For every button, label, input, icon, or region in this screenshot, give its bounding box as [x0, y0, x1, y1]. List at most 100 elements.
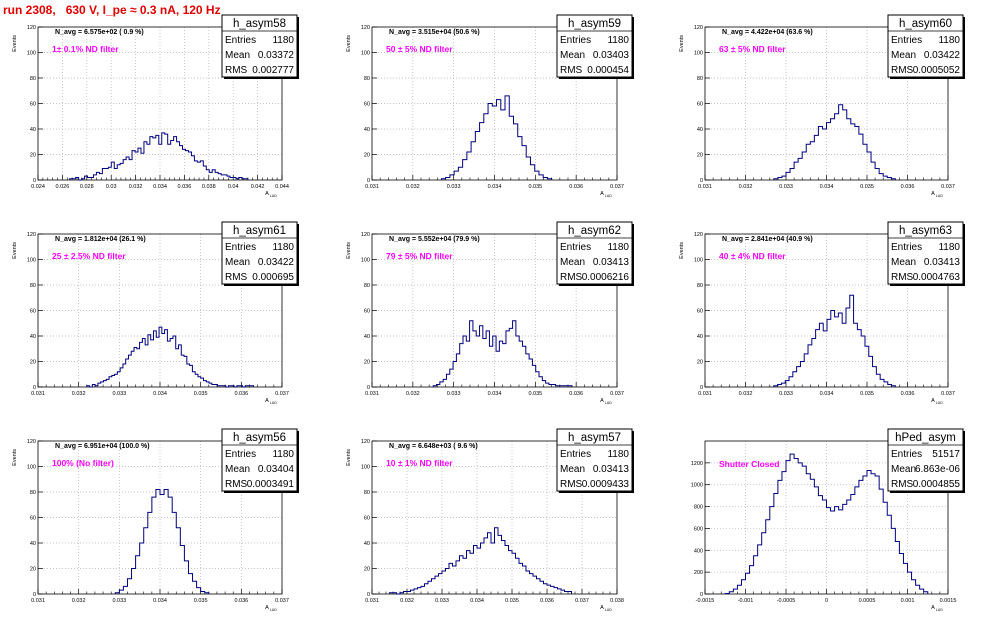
stats-row-value: 1180: [272, 242, 294, 253]
stats-row-label: Mean: [560, 50, 585, 61]
y-tick-label: 80: [30, 283, 36, 289]
y-tick-label: 100: [27, 258, 36, 264]
y-tick-label: 60: [697, 102, 703, 108]
y-tick-label: 1000: [691, 483, 703, 489]
x-tick-label: 0.024: [31, 184, 45, 190]
y-tick-label: 20: [30, 567, 36, 573]
stats-row-label: Entries: [225, 242, 256, 253]
stats-box-shadow: [890, 284, 965, 286]
y-tick-label: 100: [27, 51, 36, 57]
x-tick-label: 0.042: [251, 184, 265, 190]
y-tick-label: 0: [700, 385, 703, 391]
y-tick-label: 0: [700, 592, 703, 598]
histogram-outline: [724, 453, 929, 594]
stats-box: h_asym56 Entries 1180 Mean 0.03404 RMS 0.00034…: [221, 428, 299, 493]
stats-box: h_asym57 Entries 1180 Mean 0.03413 RMS 0.00094…: [556, 428, 634, 493]
stats-box-frame: [887, 14, 964, 78]
x-tick-label: 0.034: [488, 184, 502, 190]
y-tick-label: 80: [364, 76, 370, 82]
stats-box-shadow: [559, 284, 634, 286]
y-tick-label: 60: [30, 102, 36, 108]
n-avg-label: N_avg = 2.841e+04 (40.9 %): [722, 236, 813, 243]
run-title: run 2308, 630 V, I_pe ≈ 0.3 nA, 120 Hz: [3, 3, 221, 17]
y-tick-label: 100: [361, 258, 370, 264]
x-tick-label: 0.033: [447, 391, 461, 397]
histogram-panel-h_asym63: 0.031 0.032 0.033 0.034 0.035 0.036 0.037 0 20 40…: [679, 221, 965, 405]
x-tick-label: 0.031: [365, 598, 379, 604]
y-axis-title: Events: [346, 449, 352, 466]
stats-box-shadow: [224, 491, 299, 493]
y-tick-label: 100: [361, 51, 370, 57]
x-axis-title-subscript: LUD: [936, 194, 943, 198]
stats-box-shadow: [297, 17, 299, 79]
x-tick-label: 0.031: [31, 391, 45, 397]
y-tick-label: 40: [30, 541, 36, 547]
stats-row-value: 0.03413: [593, 257, 630, 268]
stats-row-label: Mean: [891, 50, 916, 61]
y-tick-label: 40: [364, 334, 370, 340]
stats-row-label: Entries: [225, 449, 256, 460]
y-tick-label: 0: [367, 178, 370, 184]
histogram-outline: [389, 527, 572, 595]
histogram-panel-h_asym57: 0.031 0.032 0.033 0.034 0.035 0.036 0.037 0.038…: [346, 428, 634, 612]
filter-annotation: 40 ± 4% ND filter: [719, 251, 786, 261]
histogram-outline: [773, 104, 896, 180]
x-tick-label: 0.032: [72, 391, 86, 397]
x-tick-label: 0.038: [610, 598, 624, 604]
y-axis-title: Events: [12, 35, 18, 52]
y-tick-label: 0: [367, 592, 370, 598]
stats-box-frame: [556, 428, 633, 492]
x-tick-label: 0.033: [435, 598, 449, 604]
stats-box-shadow: [297, 224, 299, 286]
y-tick-label: 20: [364, 567, 370, 573]
x-axis-title-subscript: LUD: [605, 608, 612, 612]
x-tick-label: 0.034: [153, 184, 167, 190]
stats-box-shadow: [963, 224, 965, 286]
stats-row-value: 1180: [607, 35, 629, 46]
x-tick-label: 0.001: [901, 598, 915, 604]
stats-row-label: RMS: [560, 65, 583, 76]
stats-box-frame: [221, 428, 298, 492]
stats-row-value: 0.03413: [593, 464, 630, 475]
stats-box-shadow: [632, 224, 634, 286]
x-tick-label: 0.038: [202, 184, 216, 190]
y-axis-title: Events: [12, 242, 18, 259]
y-tick-label: 800: [694, 505, 703, 511]
x-tick-label: 0.033: [779, 391, 793, 397]
stats-row-value: 0.0004855: [913, 479, 961, 490]
y-tick-label: 100: [27, 465, 36, 471]
y-tick-label: 80: [697, 283, 703, 289]
x-tick-label: 0.031: [698, 184, 712, 190]
stats-row-label: RMS: [560, 479, 583, 490]
x-tick-label: -0.001: [738, 598, 754, 604]
x-tick-label: 0.032: [400, 598, 414, 604]
y-tick-label: 0: [33, 592, 36, 598]
stats-box-frame: [556, 14, 633, 78]
y-tick-label: 40: [30, 334, 36, 340]
stats-row-label: Entries: [891, 242, 922, 253]
x-tick-label: 0.032: [739, 184, 753, 190]
n-avg-label: N_avg = 5.552e+04 (79.9 %): [389, 236, 480, 243]
n-avg-label: N_avg = 3.515e+04 (50.6 %): [389, 29, 480, 36]
y-tick-label: 60: [697, 309, 703, 315]
y-axis-title: Events: [12, 449, 18, 466]
x-tick-label: 0.036: [569, 184, 583, 190]
y-tick-label: 120: [27, 25, 36, 31]
filter-annotation: 10 ± 1% ND filter: [386, 458, 453, 468]
histogram-outline: [114, 488, 210, 594]
stats-row-label: RMS: [891, 479, 914, 490]
x-tick-label: 0.032: [406, 184, 420, 190]
x-tick-label: 0.037: [941, 184, 955, 190]
stats-title: h_asym60: [899, 18, 952, 30]
y-tick-label: 20: [697, 360, 703, 366]
x-tick-label: 0.034: [153, 391, 167, 397]
y-tick-label: 20: [364, 360, 370, 366]
n-avg-label: N_avg = 1.812e+04 (26.1 %): [55, 236, 146, 243]
histogram-outline: [440, 95, 553, 180]
filter-annotation: 63 ± 5% ND filter: [719, 44, 786, 54]
y-tick-label: 120: [361, 25, 370, 31]
x-tick-label: 0.035: [194, 598, 208, 604]
x-tick-label: 0.033: [779, 184, 793, 190]
x-tick-label: 0.0005: [859, 598, 876, 604]
